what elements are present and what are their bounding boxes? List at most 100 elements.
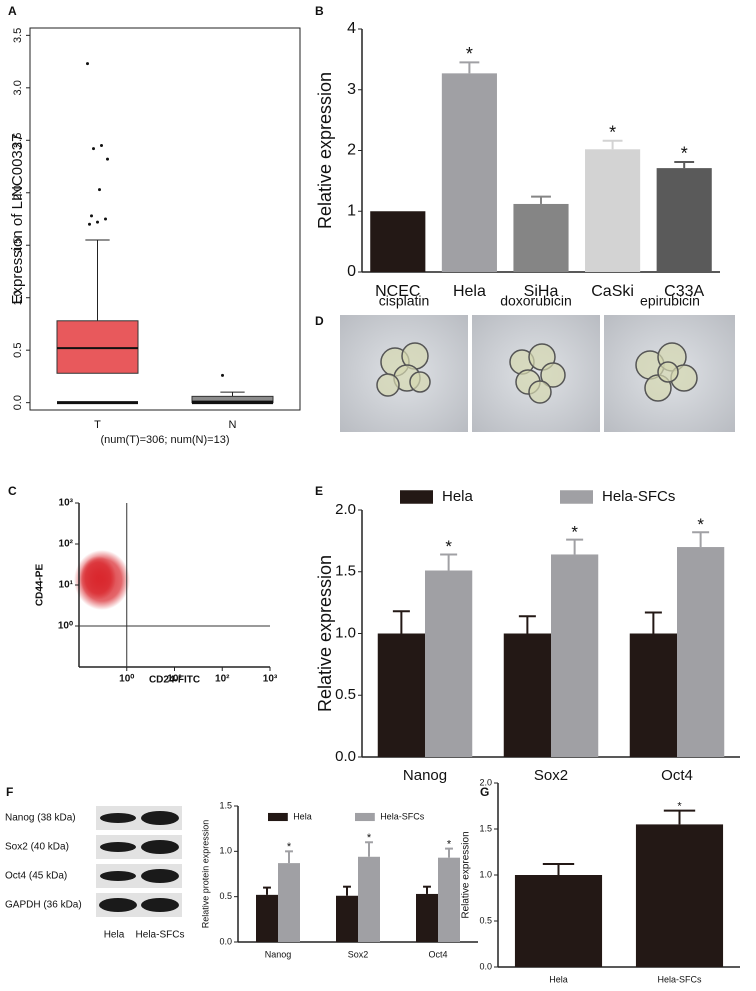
significance-marker: * <box>677 800 682 812</box>
bar <box>503 633 551 757</box>
y-tick-label: 2 <box>347 142 356 159</box>
legend-swatch <box>268 812 288 822</box>
y-tick-label: 0.5 <box>335 686 356 703</box>
x-tick-label: 10⁰ <box>119 674 134 685</box>
x-tick-label: T <box>94 419 101 431</box>
y-tick-label: 1.5 <box>479 823 492 833</box>
x-tick-label: 10² <box>215 674 230 685</box>
bar <box>438 857 460 942</box>
y-axis-title: Relative expression <box>461 831 472 918</box>
y-tick-label: 10⁰ <box>58 621 73 632</box>
y-tick-label: 3.0 <box>12 80 24 95</box>
blot-label: Oct4 (45 kDa) <box>5 871 67 882</box>
legend-label: Hela-SFCs <box>380 811 425 821</box>
outlier <box>104 217 107 221</box>
legend-label: Hela-SFCs <box>602 488 675 505</box>
blot-sample: Hela-SFCs <box>136 930 185 941</box>
x-tick-label: 10¹ <box>167 674 182 685</box>
x-axis-title: CD24-FITC <box>149 675 200 686</box>
panel-letter: A <box>8 4 17 18</box>
significance-marker: * <box>445 537 452 556</box>
y-tick-label: 0.5 <box>219 891 232 901</box>
significance-marker: * <box>609 122 616 142</box>
outlier <box>92 147 95 151</box>
bar <box>551 554 599 757</box>
y-tick-label: 0.0 <box>219 936 232 946</box>
x-tick-label: CaSki <box>591 283 634 300</box>
y-axis-title: Relative expression <box>315 72 335 229</box>
y-tick-label: 3 <box>347 81 356 98</box>
significance-marker: * <box>367 832 372 844</box>
panel-letter: E <box>315 484 323 498</box>
outlier <box>98 188 101 192</box>
bar <box>377 633 425 757</box>
outlier <box>88 222 91 226</box>
micrograph <box>340 315 468 432</box>
bar <box>585 149 641 272</box>
bar <box>677 547 725 757</box>
y-tick-label: 1.0 <box>335 624 356 641</box>
y-tick-label: 0 <box>347 263 356 280</box>
bar <box>370 211 426 272</box>
y-tick-label: 0.0 <box>335 748 356 765</box>
significance-marker: * <box>466 44 473 64</box>
outlier <box>221 373 224 377</box>
y-tick-label: 1.5 <box>335 563 356 580</box>
y-tick-label: 3.5 <box>12 28 24 43</box>
x-tick-label: Oct4 <box>661 767 693 784</box>
y-tick-label: 0.0 <box>479 961 492 971</box>
blot-sample: Hela <box>104 930 125 941</box>
x-tick-label: 10³ <box>263 674 278 685</box>
y-tick-label: 2.5 <box>12 133 24 148</box>
blot-label: Sox2 (40 kDa) <box>5 842 69 853</box>
bar <box>256 894 278 942</box>
y-tick-label: 10³ <box>59 498 74 509</box>
outlier <box>86 62 89 66</box>
y-tick-label: 1.5 <box>219 800 232 810</box>
legend-label: Hela <box>442 488 474 505</box>
bar <box>416 893 438 942</box>
bar <box>336 895 358 942</box>
bar <box>441 73 497 272</box>
panel-letter: B <box>315 4 324 18</box>
bar <box>656 168 712 272</box>
panel-letter: D <box>315 314 324 328</box>
legend-swatch <box>355 812 375 822</box>
significance-marker: * <box>697 515 704 534</box>
micrograph-label: doxorubicin <box>500 293 572 309</box>
blot-label: Nanog (38 kDa) <box>5 813 76 824</box>
legend-label: Hela <box>293 811 312 821</box>
y-tick-label: 1.0 <box>479 869 492 879</box>
y-tick-label: 1 <box>347 202 356 219</box>
significance-marker: * <box>571 522 578 541</box>
significance-marker: * <box>287 841 292 853</box>
y-axis-title: Expression of LINC00337 <box>9 134 26 305</box>
x-tick-label: Nanog <box>265 949 292 959</box>
panel-letter: C <box>8 484 17 498</box>
y-tick-label: 4 <box>347 20 356 37</box>
western-blot <box>96 806 182 917</box>
y-tick-label: 10¹ <box>59 580 74 591</box>
blot-label: GAPDH (36 kDa) <box>5 900 82 911</box>
event-cloud <box>74 550 130 610</box>
outlier <box>100 144 103 148</box>
x-tick-label: Hela-SFCs <box>657 974 702 984</box>
x-tick-label: N <box>229 419 237 431</box>
outlier <box>96 220 99 224</box>
y-axis-title: Relative protein expression <box>200 820 210 929</box>
legend-swatch <box>400 490 433 504</box>
box <box>56 320 139 374</box>
x-tick-label: Sox2 <box>534 767 568 784</box>
y-axis-title: CD44-PE <box>35 564 46 607</box>
plot-frame <box>29 27 301 411</box>
significance-marker: * <box>447 838 452 850</box>
micrograph-label: cisplatin <box>379 293 430 309</box>
y-tick-label: 1.0 <box>219 846 232 856</box>
x-tick-label: SiHa <box>524 283 559 300</box>
x-tick-label: Hela <box>549 974 568 984</box>
x-tick-label: C33A <box>664 283 704 300</box>
x-tick-label: Oct4 <box>428 949 447 959</box>
micrograph-label: epirubicin <box>640 293 700 309</box>
